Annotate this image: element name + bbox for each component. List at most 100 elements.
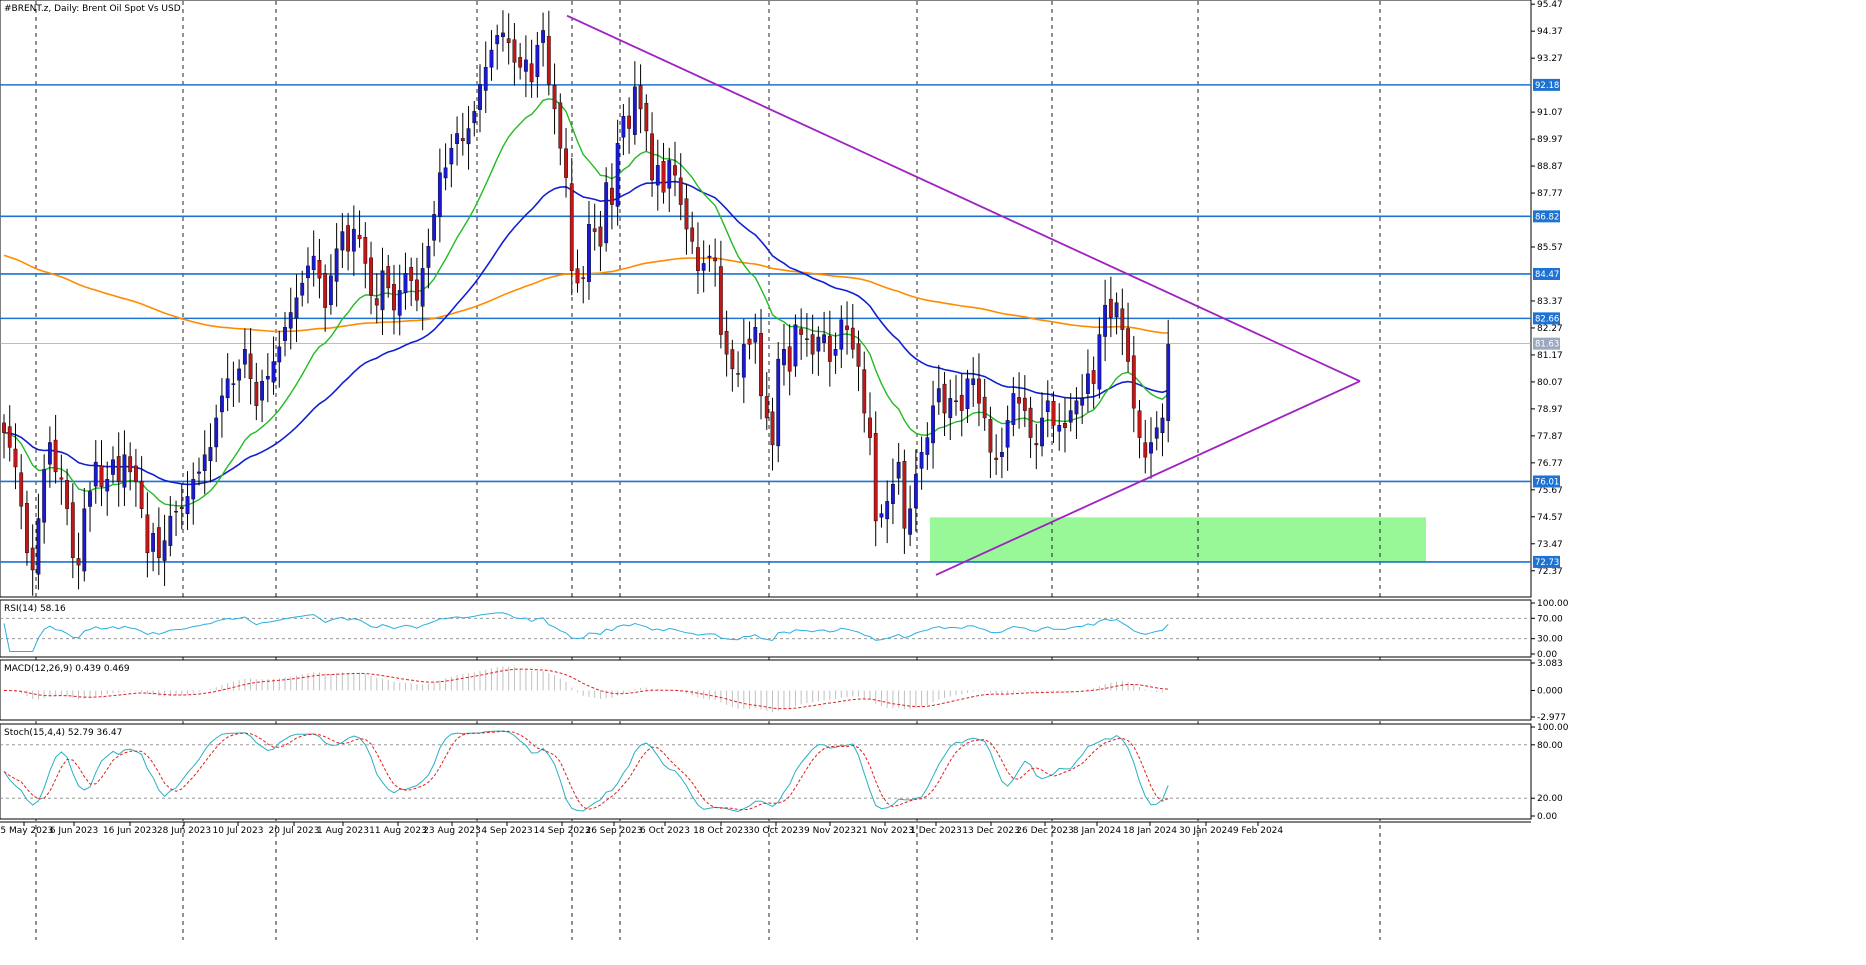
candle-body [501,32,505,38]
candle-body [357,234,362,240]
indicator-pane-frame [0,659,1532,721]
candle-body [443,167,448,179]
indicator-tick-label: 0.000 [1537,686,1563,696]
stoch-signal-line [3,730,1169,811]
price-tick-label: 75.67 [1537,486,1563,496]
candle-body [237,368,242,381]
candle-body [489,49,494,68]
candle-body [1017,397,1021,404]
candle-body [816,336,821,352]
candle-body [982,396,987,419]
candle-body [288,312,293,329]
candle-body [139,481,144,509]
candle-body [782,349,786,366]
candle-body [696,247,700,271]
level-price-tag: 92.18 [1535,81,1559,91]
date-label: 1 Dec 2023 [910,826,962,836]
candle-body [936,388,941,403]
candle-body [827,335,832,362]
date-label: 14 Sep 2023 [533,826,590,836]
level-price-tag-bg [1533,78,1560,91]
candle-body [13,448,18,468]
candle-body [403,273,408,293]
candle-body [541,30,545,43]
level-price-tag-bg [1533,312,1560,325]
candle-body [942,383,947,414]
candle-body [925,437,930,455]
candle-body [1103,304,1108,337]
candle-body [214,417,219,448]
candle-body [105,479,110,492]
indicator-tick-label: 100.00 [1537,723,1569,733]
trendlines [566,14,1361,576]
candle-body [627,115,632,129]
date-label: 9 Feb 2024 [1233,826,1284,836]
candlesticks [2,10,1171,596]
ascending-trendline [935,380,1361,576]
candle-body [466,128,471,145]
candle-body [713,257,718,262]
candle-body [70,502,75,558]
demand-zone-layer [930,517,1426,563]
date-label: 13 Dec 2023 [962,826,1020,836]
level-price-tag-bg [1533,475,1560,488]
indicator-label: RSI(14) 58.16 [4,604,66,614]
candle-body [145,514,150,554]
candle-body [1086,373,1090,394]
candle-body [638,85,643,110]
candle-body [730,349,735,370]
price-tick-label: 91.07 [1537,108,1563,118]
candle-body [1011,393,1016,425]
moving-average-lines [3,98,1169,507]
candle-body [1057,425,1062,432]
candle-body [202,454,207,471]
candle-body [741,344,746,378]
candle-body [260,380,264,401]
candle-body [977,378,981,404]
candle-body [718,266,723,335]
candle-body [30,547,35,571]
price-axis: 95.47 94.37 93.27 91.07 89.97 88.87 87.77 85.57… [1531,0,1563,577]
price-tick-label: 88.87 [1537,162,1563,172]
candle-body [254,381,259,406]
candle-body [1097,334,1102,390]
candle-body [1131,355,1136,409]
date-label: 26 Sep 2023 [585,826,642,836]
price-tick-label: 93.27 [1537,54,1563,64]
price-tick-label: 95.47 [1537,0,1563,10]
indicator-pane-frame [0,723,1532,820]
candle-body [598,226,603,247]
price-tick-label: 78.97 [1537,405,1563,415]
candle-body [684,198,689,230]
candle-body [340,231,345,251]
date-label: 11 Aug 2023 [369,826,427,836]
candle-body [151,533,156,552]
candle-body [902,461,907,529]
price-tick-label: 82.27 [1537,324,1563,334]
stoch-main-line [3,730,1169,813]
candle-body [621,116,626,138]
candle-body [839,319,844,350]
candle-body [76,558,81,566]
date-label: 18 Jan 2024 [1123,826,1177,836]
candle-body [47,442,52,465]
candle-body [36,518,41,575]
candle-body [380,270,385,311]
candle-body [346,225,350,252]
candle-body [1074,400,1079,415]
candle-body [300,282,305,296]
candle-body [724,331,729,355]
demand-zone [930,517,1426,563]
candle-body [913,474,918,509]
candle-body [311,255,316,271]
candle-body [529,63,534,83]
date-label: 8 Jan 2024 [1073,826,1121,836]
indicator-tick-label: 0.00 [1537,812,1557,822]
price-tick-label: 72.37 [1537,567,1563,577]
candle-body [701,263,706,271]
main-price-pane: #BRENT.z, Daily: Brent Oil Spot Vs USD [0,0,1532,940]
date-label: 9 Nov 2023 [804,826,856,836]
indicator-label: Stoch(15,4,4) 52.79 36.47 [4,728,122,738]
candle-body [65,479,69,509]
